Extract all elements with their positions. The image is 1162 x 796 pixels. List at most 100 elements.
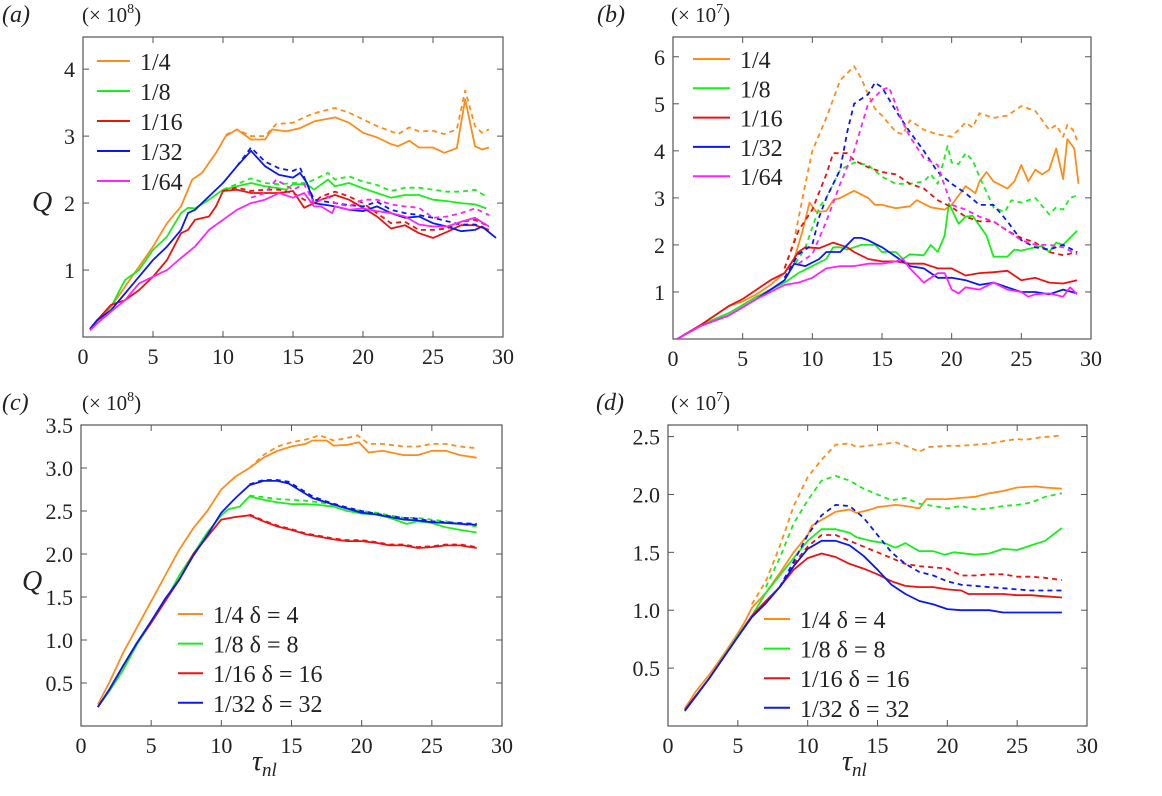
x-tick-label: 20 <box>352 344 374 369</box>
axis-multiplier: (× 107) <box>671 2 730 27</box>
panel-label: (a) <box>2 2 30 28</box>
series-line-1-32-solid <box>89 149 497 330</box>
legend-label: 1/4 <box>140 50 171 76</box>
y-tick-label: 6 <box>654 45 665 70</box>
x-tick-label: 5 <box>146 733 157 758</box>
y-tick-label: 3.0 <box>46 456 74 481</box>
y-tick-label: 1.5 <box>633 540 661 565</box>
series-line-1-4-solid <box>684 485 1062 710</box>
series-line-1-16-solid <box>676 241 1078 340</box>
legend-entry: 1/4 δ = 4 <box>178 603 299 629</box>
x-tick-label: 10 <box>210 733 232 758</box>
legend-entry: 1/4 δ = 4 <box>764 608 886 634</box>
x-tick-label: 0 <box>76 733 87 758</box>
x-tick-label: 10 <box>212 344 234 369</box>
y-tick-label: 3 <box>654 186 665 211</box>
series-line-1-4-solid <box>89 98 490 331</box>
legend-label: 1/64 <box>740 165 783 191</box>
x-tick-label: 30 <box>492 344 514 369</box>
y-tick-label: 3 <box>64 124 75 149</box>
panel-d: (d) (× 107) 0 5 10 15 20 25 30 0.5 1.0 1.5 2.0 2.5 τnl… <box>596 390 1098 781</box>
series-line-1-16-dashed <box>222 186 490 231</box>
x-tick-label: 10 <box>801 346 823 371</box>
x-tick-label: 25 <box>422 344 444 369</box>
series-line-1-16-dashed <box>249 513 477 548</box>
x-tick-label: 5 <box>737 346 748 371</box>
legend-entry: 1/32 <box>693 136 783 162</box>
series-line-1-16-solid <box>97 514 477 708</box>
panel-a: (a) (× 108) 0 5 10 15 20 25 30 1 2 3 4 Q 1/4 1/8 1/16 1/3… <box>2 2 514 369</box>
y-tick-label: 3.5 <box>46 413 74 438</box>
series-line-1-8-dashed <box>764 475 1063 588</box>
series-line-1-32-solid <box>684 539 1062 712</box>
y-tick-label: 2.0 <box>46 542 74 567</box>
series-line-1-8-solid <box>676 202 1078 340</box>
legend-label: 1/16 δ = 16 <box>213 662 323 688</box>
legend-label: 1/8 δ = 8 <box>213 633 299 659</box>
x-axis-label: τnl <box>252 746 277 781</box>
legend-label: 1/32 δ = 32 <box>213 692 323 718</box>
y-tick-label: 2.0 <box>633 482 661 507</box>
legend-label: 1/64 <box>140 170 183 196</box>
x-tick-label: 0 <box>78 344 89 369</box>
series-line-1-16-dashed <box>783 152 1078 269</box>
legend-label: 1/32 <box>740 136 783 162</box>
legend-entry: 1/4 <box>97 50 171 76</box>
legend-label: 1/4 δ = 4 <box>800 608 886 634</box>
panel-b: (b) (× 107) 0 5 10 15 20 25 30 1 2 3 4 5 6 1/4 1/8 1/16 1/… <box>597 2 1102 371</box>
plot-frame <box>672 36 1092 340</box>
x-tick-label: 30 <box>1080 346 1102 371</box>
legend-entry: 1/64 <box>693 165 783 191</box>
x-tick-label: 0 <box>663 733 674 758</box>
panel-c: (c) (× 108) 0 5 10 15 20 25 30 0.5 1.0 1.5 2.0 2.5 3.0… <box>2 390 513 781</box>
series-line-1-16-solid <box>89 188 490 330</box>
legend-entry: 1/4 <box>693 48 771 74</box>
y-tick-label: 5 <box>654 92 665 117</box>
series-line-1-32-dashed <box>778 504 1062 592</box>
legend-label: 1/16 <box>140 110 183 136</box>
legend-entry: 1/32 δ = 32 <box>178 692 323 718</box>
y-tick-label: 1.0 <box>633 598 661 623</box>
x-tick-label: 5 <box>732 733 743 758</box>
legend-entry: 1/8 <box>693 77 771 103</box>
series-line-1-4-dashed <box>225 89 490 137</box>
panel-label: (d) <box>596 390 624 416</box>
x-tick-label: 30 <box>1076 733 1098 758</box>
axis-multiplier: (× 107) <box>671 390 730 415</box>
legend-label: 1/4 <box>740 48 771 74</box>
x-tick-label: 20 <box>351 733 373 758</box>
x-tick-label: 15 <box>867 733 889 758</box>
panel-label: (b) <box>597 2 625 28</box>
y-tick-label: 2.5 <box>633 425 661 450</box>
x-tick-label: 15 <box>871 346 893 371</box>
series-line-1-32-solid <box>97 480 477 708</box>
x-tick-label: 5 <box>148 344 159 369</box>
series-line-1-32-dashed <box>783 81 1078 279</box>
y-tick-label: 0.5 <box>46 671 74 696</box>
legend-entry: 1/16 <box>97 110 183 136</box>
series-line-1-8-dashed <box>222 172 487 198</box>
y-tick-label: 1 <box>64 258 75 283</box>
y-tick-label: 2.5 <box>46 499 74 524</box>
legend-label: 1/4 δ = 4 <box>213 603 299 629</box>
legend-entry: 1/32 <box>97 140 183 166</box>
y-tick-label: 4 <box>654 139 665 164</box>
series-line-1-8-solid <box>89 178 487 330</box>
y-tick-label: 4 <box>64 57 75 82</box>
x-tick-label: 25 <box>421 733 443 758</box>
x-tick-label: 25 <box>1006 733 1028 758</box>
x-tick-label: 10 <box>797 733 819 758</box>
legend-label: 1/8 <box>740 77 771 103</box>
legend-label: 1/8 δ = 8 <box>800 638 886 664</box>
x-tick-label: 25 <box>1010 346 1032 371</box>
legend-label: 1/8 <box>140 80 171 106</box>
legend-entry: 1/16 δ = 16 <box>764 667 910 693</box>
legend-label: 1/32 δ = 32 <box>800 697 910 723</box>
y-tick-label: 1.5 <box>46 585 74 610</box>
series-line-1-64-dashed <box>250 178 490 219</box>
series-line-1-4-dashed <box>751 434 1062 605</box>
legend-entry: 1/8 <box>97 80 171 106</box>
series-line-1-16-dashed <box>778 534 1063 588</box>
x-tick-label: 20 <box>941 346 963 371</box>
